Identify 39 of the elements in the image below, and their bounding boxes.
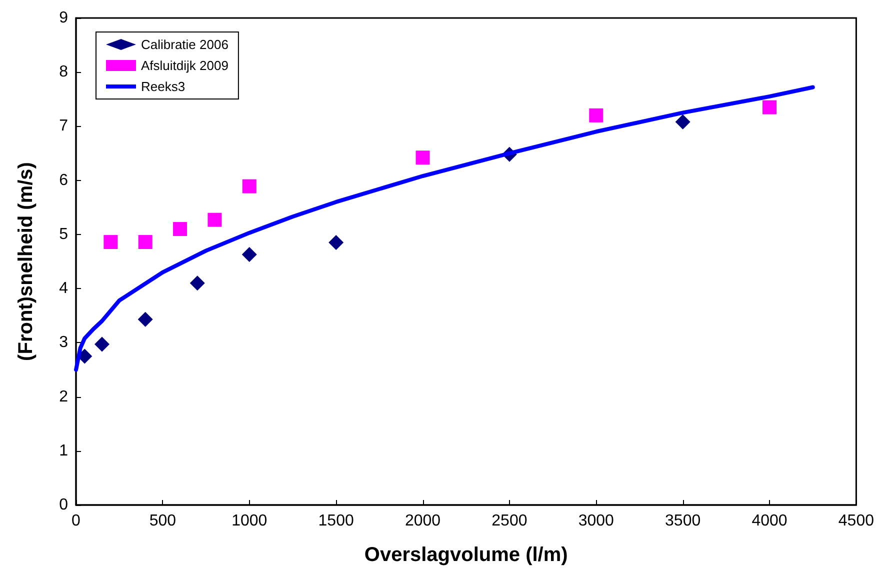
y-tick-label: 5 (59, 226, 68, 243)
point (762, 100, 777, 114)
x-axis-title: Overslagvolume (l/m) (364, 544, 568, 566)
x-tick-label: 2500 (492, 512, 528, 530)
x-tick-label: 3000 (578, 512, 614, 530)
x-tick-label: 0 (72, 512, 81, 530)
y-axis-title: (Front)snelheid (m/s) (15, 162, 37, 361)
legend-label: Calibratie 2006 (141, 37, 228, 52)
point (208, 212, 222, 227)
point (589, 108, 604, 122)
y-tick-label: 2 (59, 388, 68, 406)
x-tick-label: 2000 (404, 512, 441, 530)
y-tick-label: 0 (59, 496, 68, 514)
point (94, 336, 110, 352)
x-tick-label: 1000 (232, 512, 268, 530)
point (416, 150, 430, 165)
y-tick-label: 1 (59, 442, 68, 460)
x-tick-label: 1500 (318, 512, 354, 530)
x-tick-label: 4500 (838, 512, 874, 530)
legend-label: Reeks3 (141, 79, 186, 94)
point (138, 235, 152, 250)
point (138, 312, 153, 327)
point (173, 222, 188, 236)
y-tick-label: 3 (59, 334, 68, 352)
point (104, 235, 118, 250)
point (190, 276, 205, 291)
point (328, 235, 344, 250)
legend-label: Afsluitdijk 2009 (141, 58, 228, 73)
y-tick-label: 6 (59, 172, 68, 189)
y-tick-label: 7 (59, 118, 68, 135)
x-tick-label: 500 (149, 512, 176, 530)
y-tick-label: 9 (59, 10, 68, 26)
point (675, 114, 690, 130)
x-tick-label: 4000 (752, 512, 788, 530)
point (242, 246, 257, 262)
y-tick-label: 8 (59, 64, 68, 81)
x-tick-label: 3500 (665, 512, 701, 530)
y-tick-label: 4 (59, 280, 68, 298)
point (242, 179, 256, 194)
